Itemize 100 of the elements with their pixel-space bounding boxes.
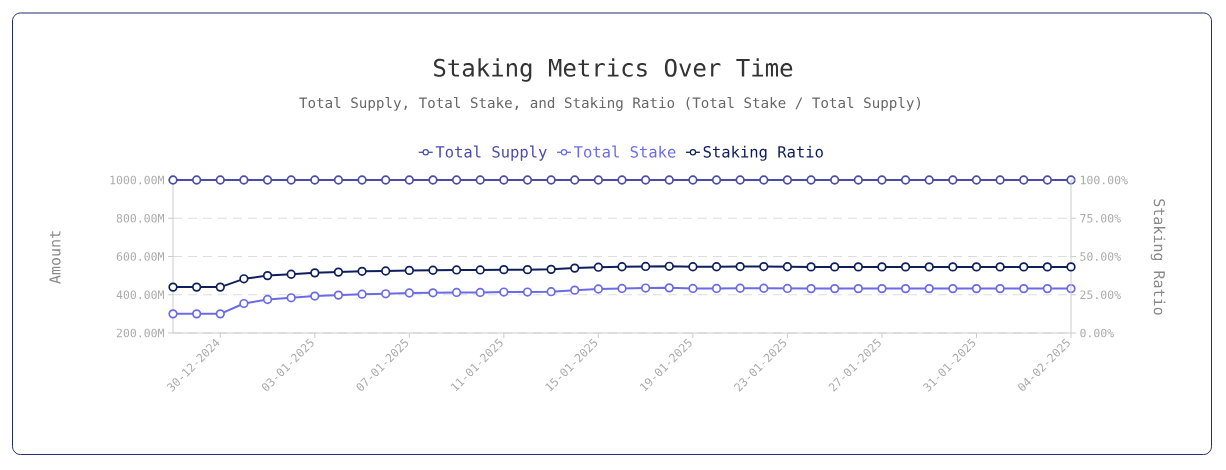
y-tick-label: 600.00M	[116, 252, 164, 261]
point	[1042, 262, 1053, 272]
chart-title: Staking Metrics Over Time	[434, 58, 793, 82]
point	[593, 175, 604, 185]
point	[924, 283, 934, 294]
point	[688, 283, 698, 294]
point	[948, 283, 958, 294]
y2-tick-label: 75.00%	[1080, 213, 1121, 223]
point	[782, 175, 793, 185]
legend-label: Staking Ratio	[703, 145, 823, 161]
point	[451, 287, 462, 298]
point	[830, 175, 840, 185]
point	[995, 175, 1005, 185]
point	[499, 265, 509, 275]
point	[404, 265, 414, 276]
point	[948, 175, 958, 185]
point	[286, 269, 296, 279]
point	[239, 298, 249, 309]
point	[404, 175, 414, 185]
point	[735, 283, 745, 293]
point	[451, 265, 462, 275]
point	[877, 283, 887, 294]
point	[995, 262, 1005, 272]
point	[900, 283, 911, 294]
legend-label: Total Stake	[574, 145, 676, 158]
point	[215, 282, 225, 292]
point	[215, 175, 225, 185]
point	[900, 262, 911, 272]
point	[239, 274, 249, 284]
point	[853, 175, 863, 185]
point	[357, 266, 367, 276]
point	[522, 175, 533, 185]
point	[570, 263, 580, 273]
point	[830, 262, 840, 272]
point	[640, 283, 651, 293]
point	[168, 282, 178, 292]
point	[782, 283, 793, 294]
point	[310, 291, 320, 301]
point	[310, 268, 320, 278]
point	[664, 175, 674, 185]
y-tick-label: 400.00M	[116, 290, 164, 300]
point	[735, 261, 745, 272]
point	[617, 283, 627, 294]
point	[688, 262, 698, 272]
point	[381, 266, 391, 276]
point	[688, 175, 698, 185]
y-tick-label: 800.00M	[116, 213, 164, 223]
y-tick-label: 1000.00M	[110, 175, 164, 185]
point	[333, 290, 344, 300]
point	[593, 284, 604, 294]
point	[381, 175, 391, 185]
point	[546, 287, 556, 297]
point	[971, 262, 982, 272]
point	[759, 283, 769, 293]
point	[782, 262, 793, 272]
point	[381, 289, 391, 299]
point	[759, 175, 769, 185]
point	[168, 309, 178, 319]
point	[593, 262, 604, 272]
point	[286, 175, 296, 185]
point	[357, 289, 367, 299]
point	[333, 267, 344, 277]
point	[1066, 262, 1076, 272]
point	[239, 175, 249, 185]
point	[735, 175, 745, 185]
point	[428, 288, 438, 298]
y-axis-title: Amount	[49, 231, 61, 284]
point	[570, 285, 580, 295]
point	[806, 175, 816, 185]
point	[617, 262, 627, 272]
point	[262, 270, 273, 281]
point	[640, 175, 651, 185]
point	[475, 287, 485, 298]
point	[310, 175, 320, 185]
point	[877, 262, 887, 272]
point	[1019, 262, 1029, 272]
point	[971, 283, 982, 294]
point	[711, 262, 722, 272]
point	[404, 288, 414, 298]
point	[971, 175, 982, 185]
point	[475, 175, 485, 185]
point	[522, 265, 533, 275]
point	[1042, 283, 1053, 294]
point	[168, 175, 178, 185]
chart-subtitle: Total Supply, Total Stake, and Staking Ratio (Total Stake / Total Supply)	[299, 97, 921, 111]
point	[428, 265, 438, 275]
point	[191, 175, 202, 185]
point	[191, 282, 202, 292]
y2-tick-label: 25.00%	[1080, 290, 1121, 300]
point	[1019, 283, 1029, 294]
point	[428, 175, 438, 185]
point	[948, 262, 958, 272]
point	[262, 294, 273, 305]
point	[924, 262, 934, 272]
point	[191, 309, 202, 319]
point	[924, 175, 934, 185]
point	[499, 175, 509, 185]
point	[830, 283, 840, 294]
point	[664, 261, 674, 271]
point	[215, 309, 225, 319]
